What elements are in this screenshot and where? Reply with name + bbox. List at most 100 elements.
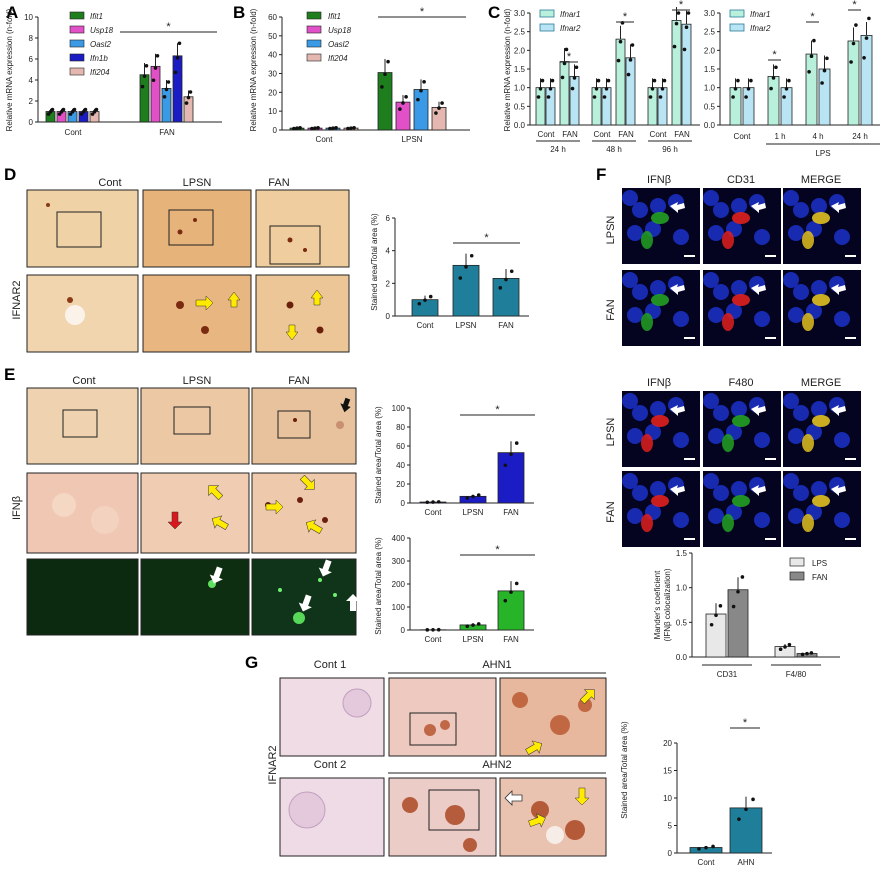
data-point	[736, 589, 740, 594]
significance-star: *	[772, 49, 777, 61]
panel-f-bottom-header-f480: F480	[728, 377, 753, 389]
data-point	[672, 44, 677, 49]
chart-a: 0 2 4 6 8 10 Relative mRNA expression (n-fold)…	[5, 8, 222, 137]
legend-label: Ifnar2	[750, 24, 771, 33]
data-point	[697, 847, 701, 851]
stain-spot	[531, 801, 549, 819]
group-label: LPS	[815, 149, 830, 158]
data-point	[805, 651, 809, 656]
y-tick-label: 2.0	[704, 46, 716, 55]
lumen	[65, 305, 85, 325]
bar-ifit1-lpsn	[377, 72, 393, 131]
legend-swatch	[789, 571, 805, 581]
data-point	[704, 845, 708, 850]
data-point	[867, 16, 871, 21]
bar-usp18-fan	[150, 65, 161, 123]
data-point	[514, 581, 519, 586]
data-point	[626, 72, 631, 77]
y-tick-label: 0	[401, 499, 406, 508]
nucleus	[754, 512, 770, 528]
y-tick-label: 2	[386, 279, 391, 288]
legend-label: LPS	[812, 559, 827, 568]
legend-swatch	[729, 23, 745, 32]
bar-ifnar2	[569, 76, 580, 126]
panel-d-header-cont: Cont	[98, 177, 121, 189]
stain-spot	[445, 805, 465, 825]
nucleus	[731, 198, 747, 214]
yellow-arrow-icon	[265, 499, 284, 515]
nucleus	[731, 280, 747, 296]
data-point	[404, 95, 408, 99]
legend-swatch	[306, 25, 322, 34]
chart-e1: 0 20 40 60 80 100 Stained area/Total area (%) C…	[374, 404, 535, 517]
panel-g-header-cont1: Cont 1	[314, 659, 346, 671]
significance-star: *	[495, 404, 500, 416]
bar-ifnar1	[671, 20, 682, 126]
data-point	[592, 95, 597, 99]
signal-spot	[732, 415, 750, 427]
nucleus	[811, 481, 827, 497]
y-tick-label: 100	[392, 603, 406, 612]
panel-f-row-fan-bottom: FAN	[605, 501, 617, 522]
glomerulus	[288, 791, 326, 829]
data-point	[509, 452, 513, 456]
stain-spot	[201, 326, 209, 334]
data-point	[676, 11, 681, 15]
signal-spot	[802, 434, 814, 452]
chart-g: 0 5 10 15 20 Stained area/Total area (%) Cont A…	[620, 717, 772, 867]
stain-spot	[303, 248, 307, 252]
data-point	[298, 125, 302, 130]
white-arrow-icon	[670, 284, 685, 295]
nucleus	[703, 393, 719, 409]
data-point	[711, 844, 715, 849]
black-arrow-icon	[340, 397, 351, 413]
data-point	[812, 38, 816, 43]
stain-spot	[550, 715, 570, 735]
stain-spot	[193, 218, 197, 222]
micrograph-d-lpsn-high	[142, 274, 252, 353]
data-point	[380, 85, 384, 89]
bar-ifi204-lpsn	[431, 107, 447, 131]
x-tick-label: 24 h	[852, 132, 868, 141]
stain-spot	[316, 326, 324, 334]
panel-g-header-cont2: Cont 2	[314, 759, 346, 771]
bar-ifnar2	[860, 35, 873, 126]
y-tick-label: 6	[29, 55, 34, 64]
nucleus	[754, 229, 770, 245]
y-tick-label: 2.5	[514, 28, 526, 37]
yellow-arrow-icon	[310, 289, 324, 306]
chart-d: 0 2 4 6 Stained area/Total area (%) Cont LPSN F…	[370, 213, 529, 330]
y-tick-label: 40	[268, 51, 277, 60]
significance-star: *	[852, 0, 857, 11]
nucleus	[632, 405, 648, 421]
stain-spot	[424, 724, 436, 736]
stain-spot	[46, 203, 50, 207]
panel-f-row-lpsn-bottom: LPSN	[605, 418, 617, 447]
nucleus	[708, 508, 724, 524]
x-tick-label: FAN	[503, 508, 519, 517]
data-point	[465, 496, 470, 500]
data-point	[458, 276, 463, 280]
micrograph-e-cont-low	[26, 387, 139, 465]
data-point	[50, 107, 55, 112]
data-point	[425, 628, 430, 632]
nucleus	[788, 428, 804, 444]
nucleus	[811, 280, 827, 296]
y-tick-label: 2.0	[514, 46, 526, 55]
data-point	[618, 39, 623, 44]
legend-label: Oasl2	[328, 40, 349, 49]
panel-f-bottom-header-merge: MERGE	[801, 377, 841, 389]
data-point	[292, 126, 296, 131]
legend-label: Ifnar1	[750, 10, 770, 19]
nucleus	[793, 405, 809, 421]
nucleus	[673, 311, 689, 327]
x-tick-label: Cont	[417, 321, 435, 330]
bar-oasl2-lpsn	[413, 89, 429, 131]
stain-spot	[440, 720, 450, 730]
micrograph-g-cont1	[279, 677, 385, 757]
stain-spot	[287, 237, 293, 243]
panel-f-images: IFNβ CD31 MERGE IFNβ F480 MERGE LPSN FAN…	[605, 174, 861, 547]
white-arrow-icon	[751, 405, 766, 416]
y-tick-label: 30	[268, 70, 277, 79]
